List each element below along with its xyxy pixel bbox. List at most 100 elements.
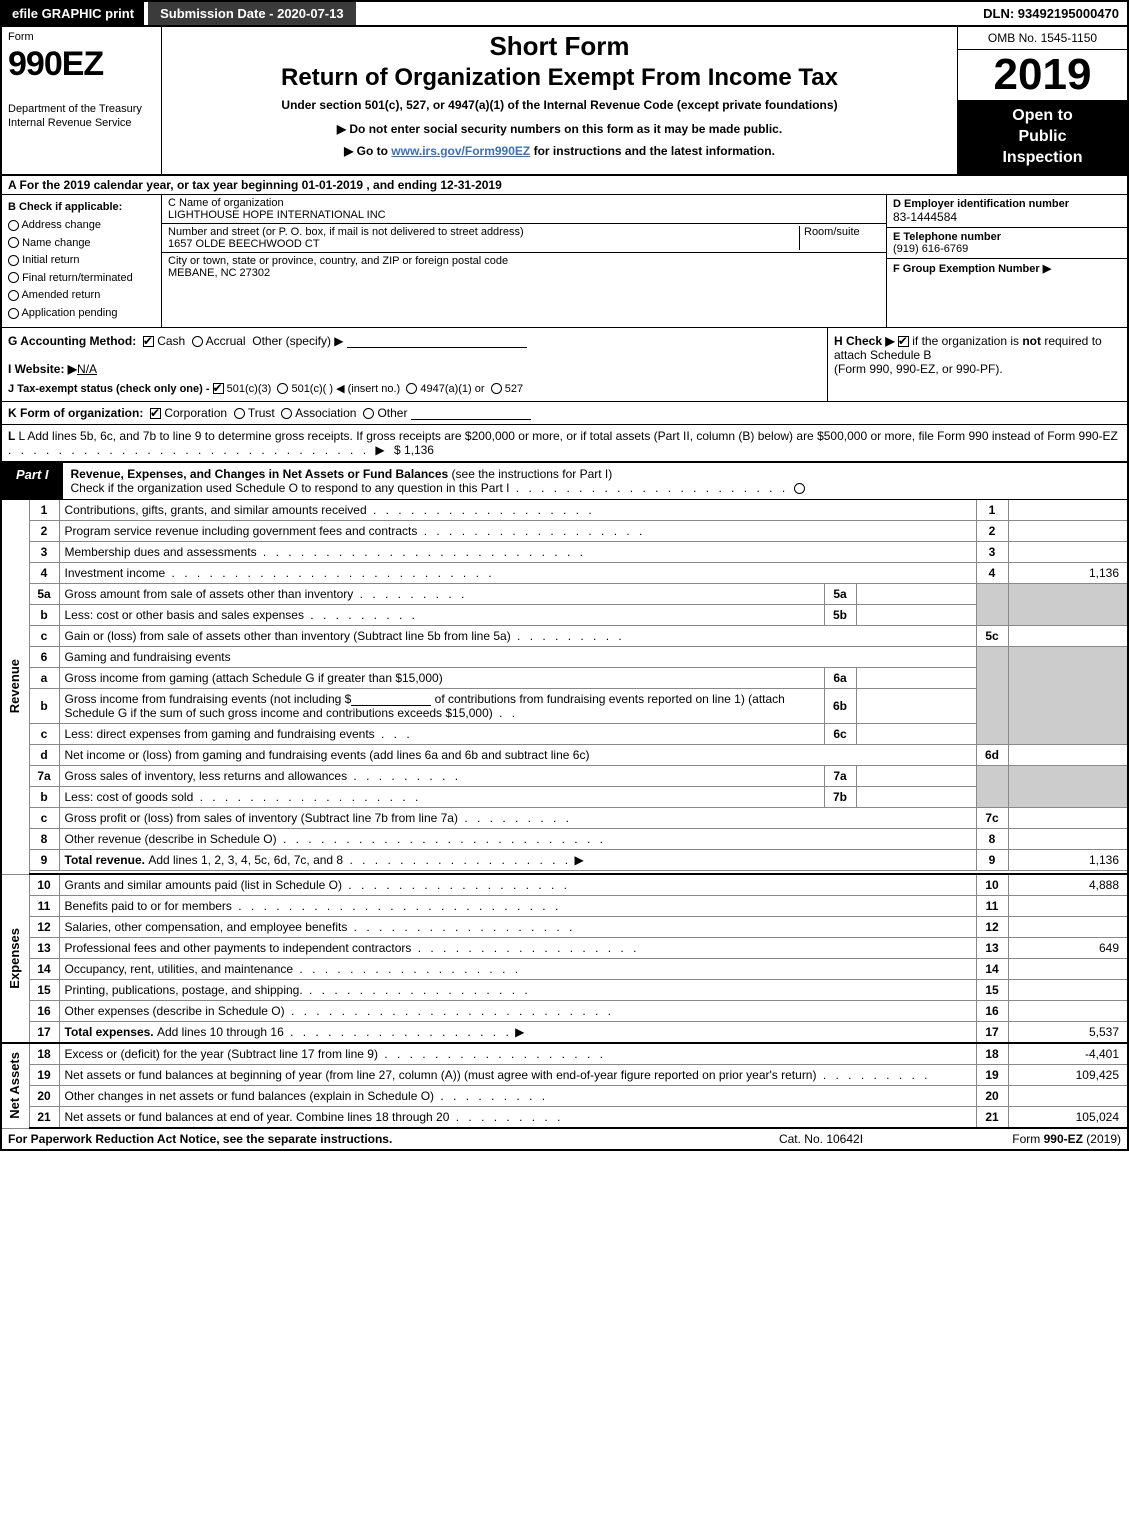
goto-pre: ▶ Go to [344, 144, 391, 158]
line-6d: d Net income or (loss) from gaming and f… [1, 744, 1128, 765]
expenses-section-label: Expenses [7, 928, 22, 989]
l18-ln: 18 [976, 1043, 1008, 1065]
check-501c[interactable] [277, 383, 288, 394]
efile-print-button[interactable]: efile GRAPHIC print [2, 2, 144, 25]
irs-link[interactable]: www.irs.gov/Form990EZ [391, 144, 530, 158]
g-left: G Accounting Method: Cash Accrual Other … [2, 328, 827, 401]
l17-num: 17 [29, 1022, 59, 1044]
h-check: H Check ▶ if the organization is not req… [827, 328, 1127, 401]
l12-num: 12 [29, 917, 59, 938]
check-other-org[interactable] [363, 408, 374, 419]
final-return-label: Final return/terminated [22, 272, 133, 284]
l6a-text: Gross income from gaming (attach Schedul… [65, 671, 443, 685]
l6b-num: b [29, 688, 59, 723]
l19-amount: 109,425 [1008, 1065, 1128, 1086]
dots: . . . . . . . . . . . . . . . . . . . . … [165, 566, 494, 580]
check-schedule-o[interactable] [794, 483, 805, 494]
l7b-text: Less: cost of goods sold [65, 790, 194, 804]
row-l: L L Add lines 5b, 6c, and 7b to line 9 t… [0, 425, 1129, 463]
check-association[interactable] [281, 408, 292, 419]
l13-text: Professional fees and other payments to … [65, 941, 412, 955]
check-accrual[interactable] [192, 336, 203, 347]
l18-text: Excess or (deficit) for the year (Subtra… [65, 1047, 378, 1061]
l10-ln: 10 [976, 874, 1008, 896]
line-3: 3 Membership dues and assessments . . . … [1, 541, 1128, 562]
assoc-label: Association [295, 406, 356, 420]
line-20: 20 Other changes in net assets or fund b… [1, 1086, 1128, 1107]
line-5b: b Less: cost or other basis and sales ex… [1, 604, 1128, 625]
l11-text: Benefits paid to or for members [65, 899, 232, 913]
l14-ln: 14 [976, 959, 1008, 980]
l6b-text1: Gross income from fundraising events (no… [65, 692, 352, 706]
corp-label: Corporation [164, 406, 227, 420]
col-c-org-info: C Name of organization LIGHTHOUSE HOPE I… [162, 195, 887, 326]
check-4947[interactable] [406, 383, 417, 394]
check-address-change[interactable]: Address change [8, 217, 155, 235]
page-footer: For Paperwork Reduction Act Notice, see … [0, 1129, 1129, 1151]
line-7c: c Gross profit or (loss) from sales of i… [1, 807, 1128, 828]
check-name-change[interactable]: Name change [8, 235, 155, 253]
dots: . . . . . . . . . . . . . . . . . . [293, 962, 521, 976]
l7a-text: Gross sales of inventory, less returns a… [65, 769, 348, 783]
check-application-pending[interactable]: Application pending [8, 305, 155, 323]
check-h[interactable] [898, 336, 909, 347]
check-initial-return[interactable]: Initial return [8, 252, 155, 270]
l5b-text: Less: cost or other basis and sales expe… [65, 608, 304, 622]
name-change-label: Name change [22, 237, 91, 249]
line-6b: b Gross income from fundraising events (… [1, 688, 1128, 723]
open-line1: Open to [1012, 107, 1072, 124]
l14-num: 14 [29, 959, 59, 980]
tax-year: 2019 [958, 50, 1127, 100]
dots: . . . . . . . . . . . . . . . . . . [193, 790, 421, 804]
part1-check-dots: . . . . . . . . . . . . . . . . . . . . … [509, 481, 794, 495]
l15-text: Printing, publications, postage, and shi… [65, 983, 303, 997]
check-cash[interactable] [143, 336, 154, 347]
part1-title: Revenue, Expenses, and Changes in Net As… [71, 467, 452, 481]
l2-amount [1008, 520, 1128, 541]
check-trust[interactable] [234, 408, 245, 419]
check-amended-return[interactable]: Amended return [8, 287, 155, 305]
footer-form-number: 990-EZ [1044, 1132, 1083, 1146]
col-d-employer-info: D Employer identification number 83-1444… [887, 195, 1127, 326]
l20-num: 20 [29, 1086, 59, 1107]
line-2: 2 Program service revenue including gove… [1, 520, 1128, 541]
j-label: J Tax-exempt status (check only one) - [8, 383, 213, 395]
h-post2: (Form 990, 990-EZ, or 990-PF). [834, 362, 1003, 376]
l2-num: 2 [29, 520, 59, 541]
line-7b: b Less: cost of goods sold . . . . . . .… [1, 786, 1128, 807]
line-17: 17 Total expenses. Add lines 10 through … [1, 1022, 1128, 1044]
footer-right: Form 990-EZ (2019) [921, 1132, 1121, 1146]
check-501c3[interactable] [213, 383, 224, 394]
check-corporation[interactable] [150, 408, 161, 419]
dots: . . . . . . . . . . . . . . . . . . [284, 1025, 512, 1039]
l3-ln: 3 [976, 541, 1008, 562]
initial-return-label: Initial return [22, 254, 79, 266]
dots: . . . . . . . . . . . . . . . . . . . . … [285, 1004, 614, 1018]
l17-amount: 5,537 [1008, 1022, 1128, 1044]
dots: . . . . . . . . . . . . . . . . . . [303, 983, 531, 997]
l18-amount: -4,401 [1008, 1043, 1128, 1065]
check-final-return[interactable]: Final return/terminated [8, 270, 155, 288]
l21-ln: 21 [976, 1107, 1008, 1129]
open-line2: Public [1018, 128, 1066, 145]
ein-value: 83-1444584 [893, 210, 957, 224]
h-mid: if the organization is [912, 334, 1022, 348]
other-org-input[interactable] [411, 406, 531, 420]
line-4: 4 Investment income . . . . . . . . . . … [1, 562, 1128, 583]
l8-text: Other revenue (describe in Schedule O) [65, 832, 277, 846]
l6b-val [856, 688, 976, 723]
check-527[interactable] [491, 383, 502, 394]
part1-tab: Part I [2, 463, 63, 499]
l6b-blank[interactable] [351, 692, 431, 706]
line-1: Revenue 1 Contributions, gifts, grants, … [1, 500, 1128, 521]
l11-amount [1008, 896, 1128, 917]
shaded-6 [976, 646, 1008, 744]
top-bar: efile GRAPHIC print Submission Date - 20… [0, 0, 1129, 27]
l5c-ln: 5c [976, 625, 1008, 646]
l21-text: Net assets or fund balances at end of ye… [65, 1110, 450, 1124]
l8-amount [1008, 828, 1128, 849]
l2-ln: 2 [976, 520, 1008, 541]
shaded-7-amt [1008, 765, 1128, 807]
dots: . . . . . . . . . [449, 1110, 563, 1124]
other-specify-input[interactable] [347, 334, 527, 348]
